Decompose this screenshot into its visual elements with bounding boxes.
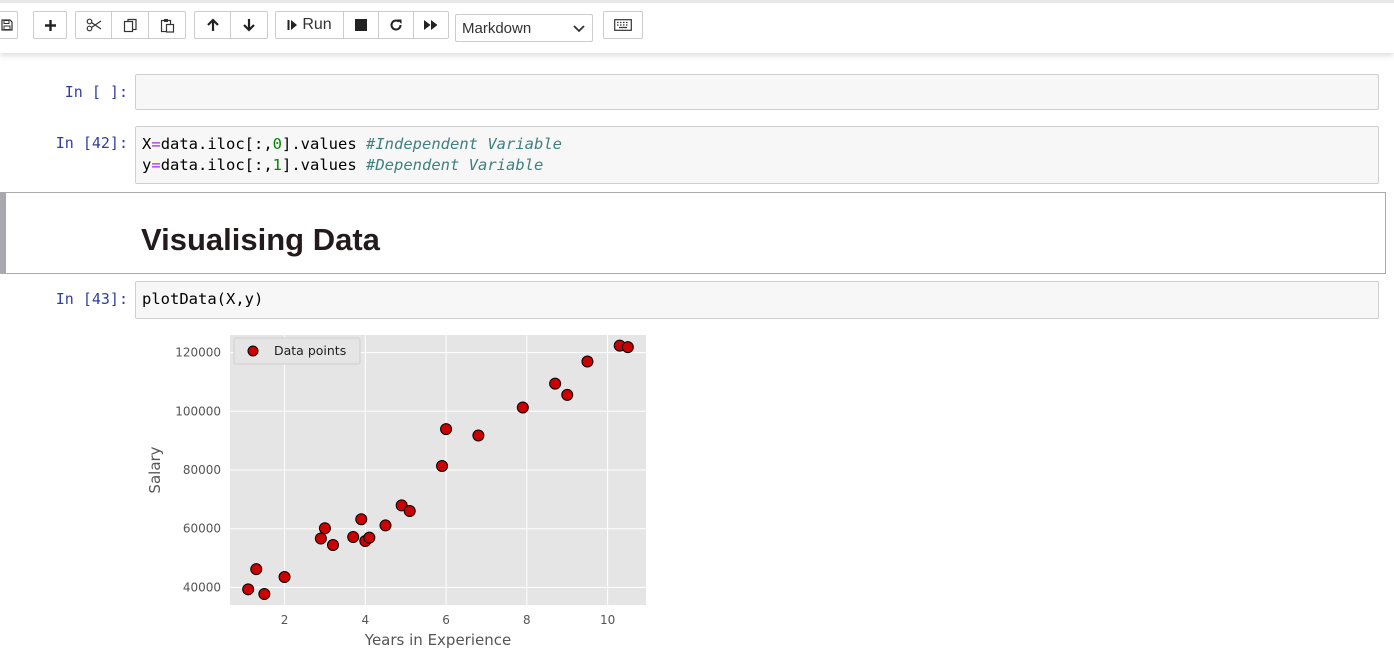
- command-palette-button[interactable]: [603, 11, 643, 39]
- x-axis-label: Years in Experience: [364, 631, 511, 649]
- move-down-button[interactable]: [231, 11, 268, 39]
- data-point: [278, 571, 291, 584]
- legend-marker: [247, 345, 259, 357]
- y-tick-label: 40000: [183, 580, 221, 594]
- copy-button[interactable]: [112, 11, 149, 39]
- y-axis-label: Salary: [146, 446, 164, 493]
- y-tick-label: 60000: [183, 522, 221, 536]
- x-tick-label: 2: [281, 613, 289, 627]
- data-point: [440, 423, 453, 436]
- y-tick-label: 120000: [175, 346, 221, 360]
- move-group: [194, 11, 268, 41]
- interrupt-button[interactable]: [344, 11, 379, 39]
- insert-cell-button[interactable]: [33, 11, 67, 39]
- code-editor[interactable]: X=data.iloc[:,0].values #Independent Var…: [136, 127, 1378, 184]
- data-point: [363, 531, 376, 544]
- scatter-plot-output: 2 4 6 8 10 40000 60000 80000 100000 120000 Years …: [146, 335, 646, 649]
- y-tick-label: 80000: [183, 463, 221, 477]
- code-line-1: X=data.iloc[:,0].values #Independent Var…: [142, 135, 562, 153]
- data-points: [242, 339, 634, 601]
- save-icon: [1, 19, 13, 31]
- data-point: [549, 377, 562, 390]
- cell-type-value: Markdown: [462, 19, 532, 37]
- data-point: [326, 538, 339, 551]
- code-cell-43[interactable]: plotData(X,y): [135, 281, 1379, 319]
- data-point: [379, 519, 392, 532]
- paste-button[interactable]: [149, 11, 186, 39]
- fast-forward-icon: [424, 20, 438, 30]
- markdown-cell-selected[interactable]: [0, 192, 1386, 274]
- x-tick-label: 10: [600, 613, 615, 627]
- data-point: [516, 401, 529, 414]
- data-point: [621, 341, 634, 354]
- code-line-2: y=data.iloc[:,1].values #Dependent Varia…: [142, 156, 544, 174]
- data-point: [242, 583, 255, 596]
- run-group: Run: [275, 11, 449, 41]
- arrow-up-icon: [206, 18, 219, 31]
- save-group: [0, 11, 18, 41]
- prompt-empty-cell: In [ ]:: [64, 83, 128, 101]
- plus-icon: [44, 19, 56, 31]
- arrow-down-icon: [243, 19, 255, 32]
- markdown-heading: Visualising Data: [141, 222, 380, 257]
- x-tick-label: 4: [361, 613, 369, 627]
- paste-icon: [160, 18, 174, 33]
- restart-button[interactable]: [379, 11, 414, 39]
- stop-icon: [355, 19, 367, 31]
- legend-box: [233, 337, 361, 365]
- restart-run-all-button[interactable]: [414, 11, 449, 39]
- cut-button[interactable]: [75, 11, 112, 39]
- data-point: [258, 588, 271, 601]
- data-point: [347, 530, 360, 543]
- restart-icon: [390, 19, 402, 31]
- run-button[interactable]: Run: [275, 11, 344, 39]
- data-point: [314, 532, 327, 545]
- move-up-button[interactable]: [194, 11, 231, 39]
- data-point: [403, 505, 416, 518]
- keyboard-group: [603, 11, 643, 41]
- edit-group: [75, 11, 186, 41]
- data-point: [581, 355, 594, 368]
- cut-icon: [86, 18, 101, 32]
- data-point: [318, 522, 331, 535]
- run-label: Run: [302, 16, 332, 33]
- code-cell-42[interactable]: X=data.iloc[:,0].values #Independent Var…: [135, 126, 1379, 184]
- tick-labels: 2 4 6 8 10 40000 60000 80000 100000 120000: [175, 346, 615, 627]
- x-tick-label: 8: [523, 613, 531, 627]
- data-point: [561, 388, 574, 401]
- chart-legend: Data points: [233, 337, 361, 365]
- save-button[interactable]: [0, 11, 18, 39]
- data-point: [250, 563, 263, 576]
- keyboard-icon: [614, 19, 632, 31]
- cell-type-select[interactable]: Markdown: [455, 14, 593, 42]
- selection-indicator: [1, 193, 6, 273]
- empty-code-cell[interactable]: [135, 74, 1379, 110]
- data-point: [436, 459, 449, 472]
- prompt-cell-43: In [43]:: [55, 290, 128, 308]
- copy-icon: [123, 18, 137, 32]
- prompt-cell-42: In [42]:: [55, 134, 128, 152]
- insert-group: [33, 11, 67, 41]
- data-point: [355, 513, 368, 526]
- data-point: [472, 429, 485, 442]
- code-editor-plot[interactable]: plotData(X,y): [142, 290, 264, 308]
- step-run-icon: [287, 20, 298, 30]
- notebook-toolbar: Run Markdown: [0, 0, 1394, 53]
- y-tick-label: 100000: [175, 404, 221, 418]
- x-tick-label: 6: [442, 613, 450, 627]
- data-point: [395, 499, 408, 512]
- legend-label: Data points: [274, 343, 346, 358]
- chevron-down-icon: [573, 25, 585, 33]
